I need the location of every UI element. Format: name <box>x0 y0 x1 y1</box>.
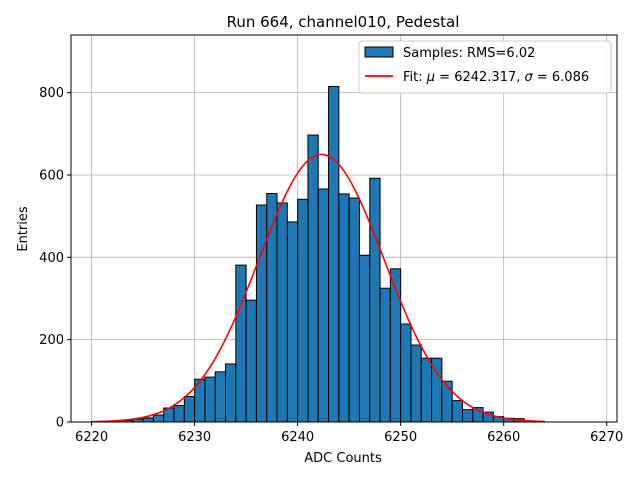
histogram-bar <box>204 376 216 423</box>
histogram-bar <box>142 417 154 423</box>
histogram-bar <box>235 264 247 423</box>
histogram-bar <box>461 409 474 423</box>
histogram-bar <box>410 344 422 423</box>
histogram-bar <box>297 198 309 423</box>
histogram-bar <box>420 357 433 423</box>
y-tick-label: 800 <box>39 86 64 101</box>
histogram-bar <box>276 202 288 423</box>
legend-box <box>358 40 612 94</box>
histogram-bar <box>173 405 185 423</box>
histogram-bar <box>317 188 330 423</box>
legend-histogram-label: Samples: RMS=6.02 <box>403 46 535 61</box>
plot-frame <box>70 34 618 423</box>
histogram-bar <box>328 85 340 423</box>
histogram-bar <box>255 204 268 423</box>
y-tick-label: 600 <box>39 168 64 183</box>
y-tick-label: 400 <box>39 251 64 266</box>
legend: Samples: RMS=6.02 Fit: μ = 6242.317, σ =… <box>358 40 612 94</box>
histogram-bar <box>451 400 463 423</box>
x-axis-label: ADC Counts <box>304 451 382 466</box>
x-tick-label: 6220 <box>75 430 108 445</box>
histogram-bar <box>286 221 299 423</box>
histogram-bar <box>338 193 350 423</box>
legend-histogram-swatch <box>364 46 394 58</box>
histogram-bar <box>245 299 257 423</box>
histogram-bar <box>348 197 360 423</box>
histogram-bar <box>225 363 237 423</box>
legend-fit-label: Fit: μ = 6242.317, σ = 6.086 <box>403 70 589 85</box>
y-tick-label: 0 <box>56 416 64 431</box>
histogram-bar <box>441 380 453 423</box>
histogram-bar <box>358 254 371 423</box>
y-axis-ticks: 0 200 400 600 800 <box>39 86 71 431</box>
x-tick-label: 6230 <box>178 430 211 445</box>
histogram-bars <box>101 85 536 423</box>
x-axis-ticks: 6220 6230 6240 6250 6260 6270 <box>75 422 623 445</box>
histogram-bar <box>400 323 412 423</box>
histogram-bar <box>379 287 391 423</box>
histogram-bar <box>369 177 381 423</box>
histogram-bar <box>183 395 196 423</box>
x-tick-label: 6240 <box>281 430 314 445</box>
histogram-bar <box>307 134 319 423</box>
fit-curve <box>91 153 545 423</box>
x-tick-label: 6260 <box>487 430 520 445</box>
chart-title: Run 664, channel010, Pedestal <box>227 13 460 31</box>
histogram-bar <box>389 268 402 423</box>
x-tick-label: 6270 <box>590 430 623 445</box>
histogram-bar <box>152 414 165 423</box>
y-axis-label: Entries <box>16 206 31 252</box>
x-tick-label: 6250 <box>384 430 417 445</box>
y-tick-label: 200 <box>39 333 64 348</box>
histogram-bar <box>214 371 227 423</box>
